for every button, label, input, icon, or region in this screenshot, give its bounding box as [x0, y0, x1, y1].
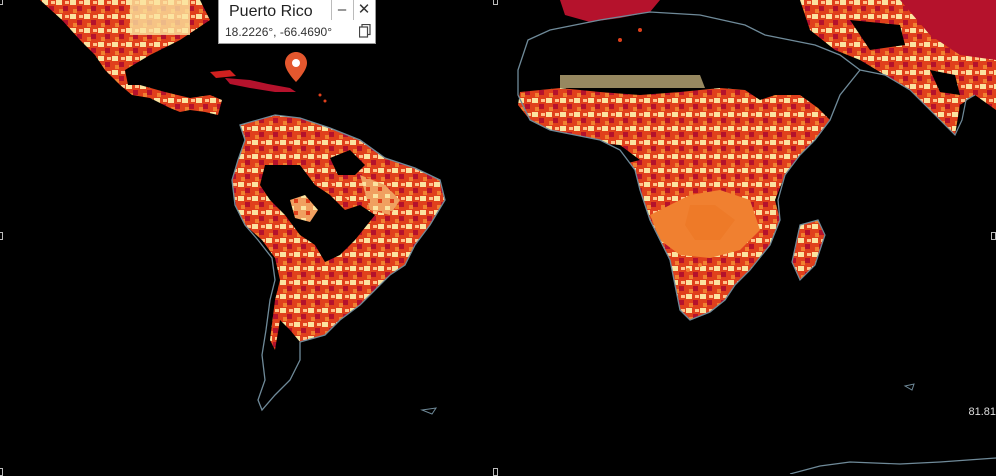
minus-icon[interactable]: – [331, 0, 352, 20]
popup-title: Puerto Rico [229, 3, 313, 20]
asia-region [800, 0, 996, 135]
south-america-region [232, 115, 445, 350]
close-icon[interactable]: ✕ [353, 0, 374, 20]
central-america-region [40, 0, 296, 115]
map-pin-icon[interactable] [285, 52, 307, 82]
south-america-coastline [231, 114, 446, 412]
scatter-dots [318, 28, 702, 272]
island-outline [420, 407, 438, 415]
asia-coastline [859, 69, 976, 137]
africa-coastline [517, 11, 861, 321]
location-popup: Puerto Rico – ✕ 18.2226°, -66.4690° [218, 0, 376, 44]
resize-handle-left[interactable] [0, 232, 3, 240]
africa-region [518, 0, 830, 320]
resize-handle-top-left[interactable] [0, 0, 3, 5]
resize-handle-right[interactable] [991, 232, 996, 240]
resize-handle-bottom-mid[interactable] [493, 468, 498, 476]
value-readout: 81.81 [968, 406, 996, 418]
madagascar-outline [791, 219, 826, 282]
resize-handle-bottom-left[interactable] [0, 468, 3, 476]
copy-icon[interactable] [359, 24, 371, 38]
island-outline-east [903, 383, 915, 391]
antarctic-outline [789, 457, 996, 474]
popup-coordinates: 18.2226°, -66.4690° [225, 25, 333, 39]
resize-handle-top-mid[interactable] [493, 0, 498, 5]
